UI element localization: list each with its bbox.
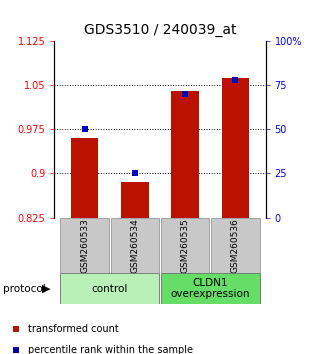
Text: control: control: [92, 284, 128, 293]
Text: GSM260534: GSM260534: [130, 218, 139, 273]
Text: transformed count: transformed count: [28, 324, 119, 334]
Bar: [211, 218, 260, 273]
Text: GSM260536: GSM260536: [231, 218, 240, 273]
Title: GDS3510 / 240039_at: GDS3510 / 240039_at: [84, 23, 236, 37]
Text: GSM260533: GSM260533: [80, 218, 89, 273]
Bar: [171, 91, 199, 218]
Text: CLDN1
overexpression: CLDN1 overexpression: [171, 278, 250, 299]
Text: GSM260535: GSM260535: [181, 218, 190, 273]
Text: percentile rank within the sample: percentile rank within the sample: [28, 346, 193, 354]
Bar: [222, 78, 249, 218]
Text: protocol: protocol: [3, 284, 46, 293]
Bar: [161, 273, 260, 304]
Text: ▶: ▶: [42, 284, 51, 293]
Bar: [71, 138, 99, 218]
Bar: [121, 182, 149, 218]
Bar: [111, 218, 159, 273]
Bar: [161, 218, 209, 273]
Bar: [60, 218, 109, 273]
Bar: [60, 273, 159, 304]
